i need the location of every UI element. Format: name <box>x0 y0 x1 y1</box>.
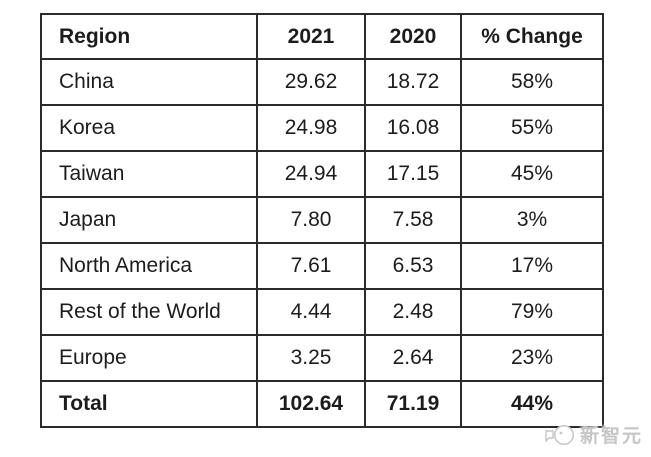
watermark-text: 新智元 <box>579 426 643 447</box>
cell-2021: 24.94 <box>256 150 366 198</box>
cell-2020: 6.53 <box>364 242 462 290</box>
cell-change: 3% <box>460 196 604 244</box>
cell-change-total: 44% <box>460 380 604 428</box>
header-percent-change: % Change <box>460 13 604 60</box>
table-row: Korea 24.98 16.08 55% <box>40 104 604 152</box>
table-row: China 29.62 18.72 58% <box>40 58 604 106</box>
cell-region: China <box>40 58 258 106</box>
cell-region: Taiwan <box>40 150 258 198</box>
cell-2020-total: 71.19 <box>364 380 462 428</box>
cell-region: Rest of the World <box>40 288 258 336</box>
cell-region: Japan <box>40 196 258 244</box>
cell-change: 55% <box>460 104 604 152</box>
cell-2021: 7.80 <box>256 196 366 244</box>
cell-2021: 3.25 <box>256 334 366 382</box>
cell-2021-total: 102.64 <box>256 380 366 428</box>
cell-2020: 18.72 <box>364 58 462 106</box>
revenue-by-region-table: Region 2021 2020 % Change China 29.62 18… <box>40 13 604 428</box>
header-row: Region 2021 2020 % Change <box>40 13 604 60</box>
cell-2021: 4.44 <box>256 288 366 336</box>
table-row: Europe 3.25 2.64 23% <box>40 334 604 382</box>
header-2021: 2021 <box>256 13 366 60</box>
cell-2020: 2.48 <box>364 288 462 336</box>
table-row: Rest of the World 4.44 2.48 79% <box>40 288 604 336</box>
header-region: Region <box>40 13 258 60</box>
cell-region: North America <box>40 242 258 290</box>
watermark: 新智元 <box>543 421 643 448</box>
cell-change: 45% <box>460 150 604 198</box>
cell-region: Korea <box>40 104 258 152</box>
cell-change: 17% <box>460 242 604 290</box>
cell-2020: 2.64 <box>364 334 462 382</box>
cell-change: 79% <box>460 288 604 336</box>
cell-2020: 16.08 <box>364 104 462 152</box>
cell-region-total: Total <box>40 380 258 428</box>
table-row: Japan 7.80 7.58 3% <box>40 196 604 244</box>
cell-2020: 17.15 <box>364 150 462 198</box>
table-row: Taiwan 24.94 17.15 45% <box>40 150 604 198</box>
cell-2020: 7.58 <box>364 196 462 244</box>
total-row: Total 102.64 71.19 44% <box>40 380 604 428</box>
cell-change: 58% <box>460 58 604 106</box>
xinzhiyuan-logo-icon <box>543 423 575 447</box>
cell-2021: 7.61 <box>256 242 366 290</box>
cell-2021: 24.98 <box>256 104 366 152</box>
cell-change: 23% <box>460 334 604 382</box>
header-2020: 2020 <box>364 13 462 60</box>
cell-2021: 29.62 <box>256 58 366 106</box>
cell-region: Europe <box>40 334 258 382</box>
table-row: North America 7.61 6.53 17% <box>40 242 604 290</box>
